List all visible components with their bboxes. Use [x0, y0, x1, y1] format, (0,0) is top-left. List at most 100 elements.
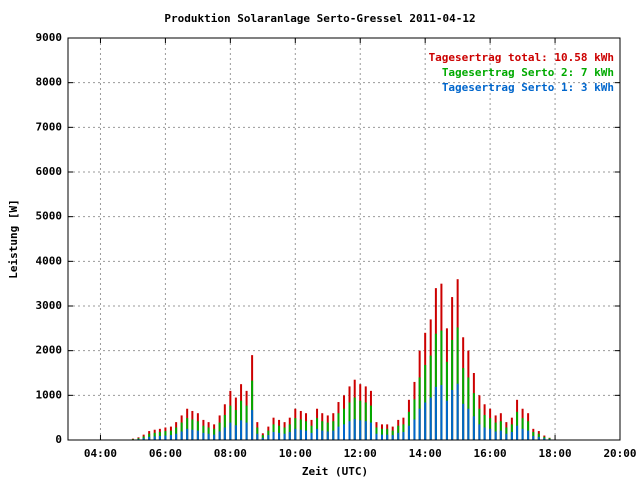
bar — [375, 433, 378, 440]
bar — [294, 428, 297, 440]
bar — [272, 431, 275, 440]
bar — [256, 433, 259, 440]
legend-entry: Tagesertrag total: 10.58 kWh — [429, 51, 614, 64]
bar — [278, 432, 281, 440]
bar — [305, 430, 308, 440]
bar — [537, 436, 540, 440]
bar — [326, 431, 329, 440]
bar — [186, 428, 189, 440]
bar — [402, 431, 405, 440]
bar — [310, 432, 313, 440]
bar — [483, 427, 486, 440]
bar — [234, 425, 237, 440]
bar — [391, 435, 394, 440]
x-tick-label: 16:00 — [474, 447, 507, 460]
bar — [169, 435, 172, 440]
bar — [532, 435, 535, 440]
bar — [516, 425, 519, 440]
bar — [142, 436, 145, 440]
bar — [418, 408, 421, 440]
bar — [521, 428, 524, 440]
bar — [413, 419, 416, 440]
bar — [424, 364, 427, 440]
bar — [218, 431, 221, 440]
bar — [451, 389, 454, 440]
bar — [218, 422, 221, 440]
bar — [316, 428, 319, 440]
bar — [223, 427, 226, 440]
bar — [326, 422, 329, 440]
x-tick-label: 20:00 — [603, 447, 636, 460]
bar — [499, 430, 502, 440]
bar — [261, 437, 264, 440]
bar — [180, 422, 183, 440]
bar — [148, 436, 151, 440]
x-tick-label: 18:00 — [538, 447, 571, 460]
bar — [191, 429, 194, 440]
plot-border — [67, 37, 621, 441]
bar — [234, 410, 237, 440]
bar — [353, 397, 356, 440]
bar — [532, 431, 535, 440]
bar — [359, 420, 362, 440]
y-tick-label: 0 — [55, 433, 62, 446]
bar — [343, 424, 345, 440]
bar — [240, 420, 243, 440]
bar — [299, 429, 302, 440]
bar — [245, 422, 248, 440]
y-tick-label: 2000 — [36, 344, 63, 357]
y-tick-label: 6000 — [36, 165, 63, 178]
bar — [353, 419, 356, 440]
bar — [158, 431, 161, 440]
bar — [321, 430, 324, 440]
bar — [440, 385, 443, 440]
bar — [251, 410, 254, 440]
bar — [158, 435, 161, 440]
y-tick-label: 5000 — [36, 210, 63, 223]
bar — [267, 435, 270, 440]
bar — [261, 435, 264, 440]
bar — [153, 436, 156, 440]
bar — [142, 438, 145, 440]
bar — [175, 433, 178, 440]
chart-title: Produktion Solaranlage Serto-Gressel 201… — [164, 12, 475, 25]
bar — [348, 421, 351, 440]
bar — [337, 426, 340, 440]
bar — [213, 428, 216, 440]
y-axis-label: Leistung [W] — [7, 199, 20, 278]
bar — [180, 431, 183, 440]
bar — [332, 430, 335, 440]
y-tick-label: 7000 — [36, 120, 63, 133]
legend-entry: Tagesertrag Serto 2: 7 kWh — [442, 66, 614, 79]
bar — [510, 431, 513, 440]
bar — [213, 434, 216, 440]
bar — [364, 421, 367, 440]
bar — [472, 416, 475, 440]
bar — [397, 432, 400, 440]
x-axis-label: Zeit (UTC) — [302, 465, 368, 478]
x-tick-label: 04:00 — [84, 447, 117, 460]
bar — [445, 400, 448, 440]
bar — [424, 402, 427, 440]
x-tick-label: 12:00 — [344, 447, 377, 460]
bar — [489, 428, 492, 440]
bar — [543, 438, 546, 440]
bar — [288, 431, 291, 440]
bar — [434, 386, 437, 440]
bar — [494, 431, 497, 440]
bar — [429, 397, 432, 440]
bar — [207, 433, 210, 440]
bar — [369, 422, 372, 440]
bar — [229, 422, 232, 440]
bar — [456, 383, 459, 440]
y-tick-label: 4000 — [36, 254, 63, 267]
bar — [164, 435, 167, 440]
bar — [407, 425, 410, 440]
bar — [462, 403, 465, 440]
bar — [386, 434, 389, 440]
bar — [196, 430, 199, 440]
bar — [494, 422, 497, 440]
bar — [380, 434, 383, 440]
x-tick-label: 08:00 — [214, 447, 247, 460]
